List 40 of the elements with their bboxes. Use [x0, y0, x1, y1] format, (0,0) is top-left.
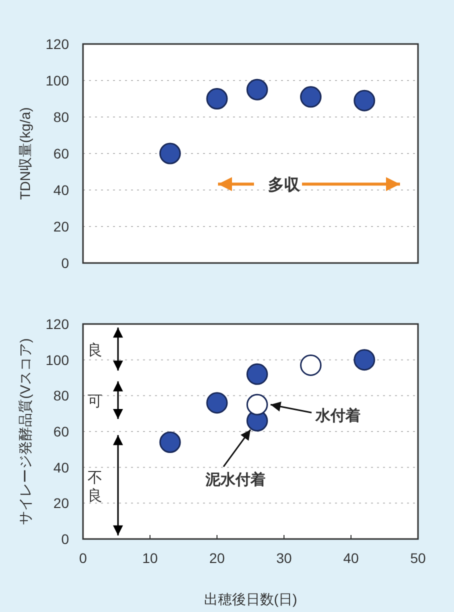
annotation: 泥水付着	[204, 470, 266, 489]
x-tick-label: 10	[142, 550, 158, 566]
point	[354, 349, 376, 371]
x-tick-label: 20	[209, 550, 225, 566]
x-tick-label: 40	[343, 550, 359, 566]
y-axis-title: サイレージ発酵品質(Vスコア)	[17, 338, 33, 525]
y-tick-label: 60	[53, 146, 70, 162]
annotation: 不良	[88, 469, 102, 504]
x-axis-title: 出穂後日数(日)	[204, 591, 298, 607]
y-tick-label: 20	[53, 495, 70, 512]
y-tick-label: 120	[46, 316, 70, 332]
point	[159, 142, 181, 164]
x-tick-label: 0	[79, 550, 88, 566]
y-tick-label: 100	[46, 72, 70, 88]
annotation: 可	[88, 393, 102, 410]
y-tick-label: 40	[53, 182, 70, 198]
point	[300, 354, 322, 376]
point	[300, 86, 322, 108]
annotation: 水付着	[314, 406, 361, 425]
y-tick-label: 120	[46, 36, 70, 52]
y-tick-label: 80	[53, 388, 70, 404]
y-tick-label: 0	[61, 255, 70, 271]
point	[354, 90, 376, 112]
y-tick-label: 40	[53, 459, 70, 476]
y-tick-label: 20	[53, 218, 70, 234]
point	[206, 88, 228, 110]
point	[206, 392, 228, 414]
x-tick-label: 30	[276, 550, 292, 566]
y-tick-label: 0	[61, 531, 70, 547]
point	[246, 363, 268, 385]
point	[246, 78, 268, 100]
point	[159, 432, 181, 453]
y-tick-label: 100	[46, 352, 70, 368]
y-tick-label: 60	[53, 424, 70, 440]
annotation: 良	[88, 342, 102, 360]
annotation: 多収	[268, 176, 301, 194]
y-tick-label: 80	[53, 109, 70, 125]
point	[246, 394, 268, 416]
y-axis-title: TDN収量(kg/a)	[17, 107, 33, 200]
x-tick-label: 50	[410, 550, 426, 566]
